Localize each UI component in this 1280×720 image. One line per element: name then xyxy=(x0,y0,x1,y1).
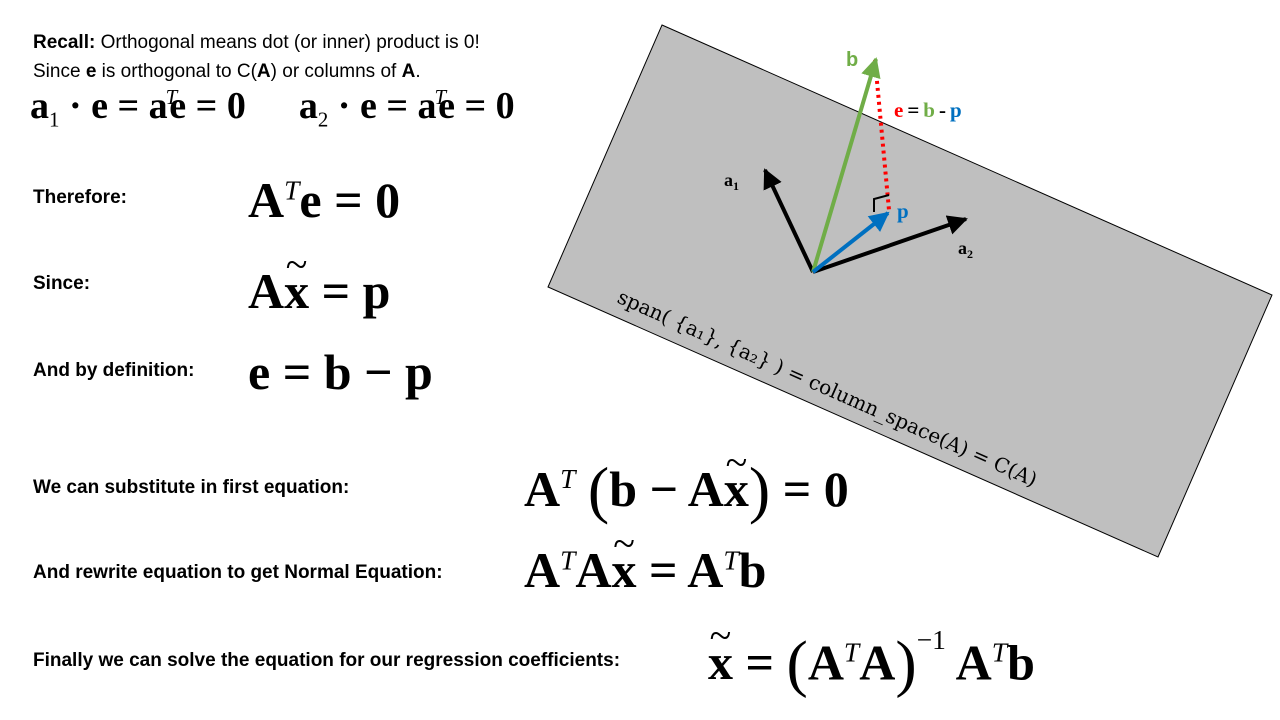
sym: T xyxy=(991,636,1008,668)
sym: x xyxy=(612,520,637,599)
sym: 0 xyxy=(823,460,849,517)
since-A2: A xyxy=(401,61,416,82)
vector-a1 xyxy=(763,168,815,273)
sym: T xyxy=(560,463,576,495)
vector-p xyxy=(811,211,890,274)
sym: ( xyxy=(587,454,610,525)
sym: = xyxy=(386,85,408,127)
sym: · xyxy=(337,85,351,127)
finally-label: Finally we can solve the equation for ou… xyxy=(33,650,621,671)
sym: A xyxy=(687,542,724,598)
sym: A xyxy=(524,460,561,517)
label-a2: a2 xyxy=(958,238,973,261)
label-p: p xyxy=(897,199,909,223)
sym: e xyxy=(91,85,109,127)
sym: ) xyxy=(748,454,771,525)
vector-b xyxy=(811,57,881,273)
sym: e xyxy=(299,172,322,228)
sym: e xyxy=(248,344,271,400)
vector-a2 xyxy=(812,215,968,274)
right-angle-marker xyxy=(873,194,890,212)
sym: T xyxy=(434,85,447,110)
substituted-equation: AT (b − Ax) = 0 xyxy=(524,439,849,527)
sym: b xyxy=(323,344,352,400)
sym: 0 xyxy=(495,85,515,127)
recall-bold: Recall: xyxy=(33,32,96,53)
sym: e xyxy=(169,85,187,127)
sym: x xyxy=(284,241,309,320)
sym: a xyxy=(417,85,437,127)
sym: ) xyxy=(895,627,917,699)
sym: b xyxy=(609,460,638,517)
sym: T xyxy=(165,85,178,110)
since-label: Since: xyxy=(33,273,91,294)
sym: T xyxy=(843,636,860,668)
label-b: b xyxy=(846,49,858,71)
sym: A xyxy=(807,634,844,691)
sym: −1 xyxy=(916,624,946,655)
sym: b xyxy=(738,542,767,598)
sym: T xyxy=(560,544,576,576)
normal-equation: ATAx = ATb xyxy=(524,520,767,599)
sym: p xyxy=(405,344,433,400)
sym: ( xyxy=(786,627,808,699)
sym: a xyxy=(30,85,49,127)
solution-equation: x = (ATA)−1 ATb xyxy=(708,612,1035,700)
sym: a xyxy=(298,85,318,127)
sym: = xyxy=(195,85,218,127)
sym: T xyxy=(723,544,739,576)
sym: · xyxy=(68,85,82,127)
sym: A xyxy=(687,460,724,517)
since-mid: is orthogonal to C( xyxy=(96,61,257,82)
since-e: e xyxy=(85,61,97,82)
sym: − xyxy=(364,344,393,400)
column-space-plane xyxy=(547,24,1273,558)
since-pre: Since xyxy=(33,61,86,82)
orthogonality-equations: a1 · e = aTe = 0 a2 · e = aTe = 0 xyxy=(30,84,515,133)
since-A1: A xyxy=(256,61,271,82)
since-orthogonal-line: Since e is orthogonal to C(A) or columns… xyxy=(33,60,421,84)
since-end: . xyxy=(415,61,421,82)
sym: − xyxy=(649,460,679,517)
e-equals-b-minus-p-equation: e = b − p xyxy=(248,343,433,401)
sym: x xyxy=(724,439,749,518)
sym: = xyxy=(745,634,775,691)
sym: 2 xyxy=(317,107,329,132)
label-e-equals-b-minus-p: e = b - p xyxy=(894,98,962,122)
sym: A xyxy=(248,172,285,228)
sym: e xyxy=(359,85,377,127)
sym: A xyxy=(575,542,612,598)
Ax-equals-p-equation: Ax = p xyxy=(248,241,391,320)
sym: a xyxy=(148,85,168,127)
label-a1: a1 xyxy=(724,170,739,193)
sym: A xyxy=(524,542,561,598)
sym: = xyxy=(334,172,363,228)
sym: = xyxy=(117,85,140,127)
sym: = xyxy=(282,344,312,400)
substitute-label: We can substitute in first equation: xyxy=(33,477,350,498)
sym: A xyxy=(859,634,896,691)
rewrite-label: And rewrite equation to get Normal Equat… xyxy=(33,562,443,583)
by-definition-label: And by definition: xyxy=(33,360,195,381)
sym: 0 xyxy=(375,172,401,228)
sym: p xyxy=(362,263,391,319)
recall-text: Orthogonal means dot (or inner) product … xyxy=(95,32,480,53)
sym: = xyxy=(782,460,812,517)
sym: = xyxy=(321,263,351,319)
sym: = xyxy=(649,542,678,598)
sym: x xyxy=(708,612,733,691)
sym: 1 xyxy=(49,107,60,132)
since-mid2: ) or columns of xyxy=(270,61,402,82)
recall-line: Recall: Orthogonal means dot (or inner) … xyxy=(33,31,480,55)
sym: e xyxy=(438,85,455,127)
sym: b xyxy=(1007,634,1035,691)
therefore-label: Therefore: xyxy=(33,187,127,208)
sym: T xyxy=(284,174,300,206)
sym: A xyxy=(248,263,285,319)
sym: 0 xyxy=(226,85,246,127)
sym: = xyxy=(464,85,487,127)
sym: A xyxy=(955,634,992,691)
ATe-equation: ATe = 0 xyxy=(248,171,400,229)
